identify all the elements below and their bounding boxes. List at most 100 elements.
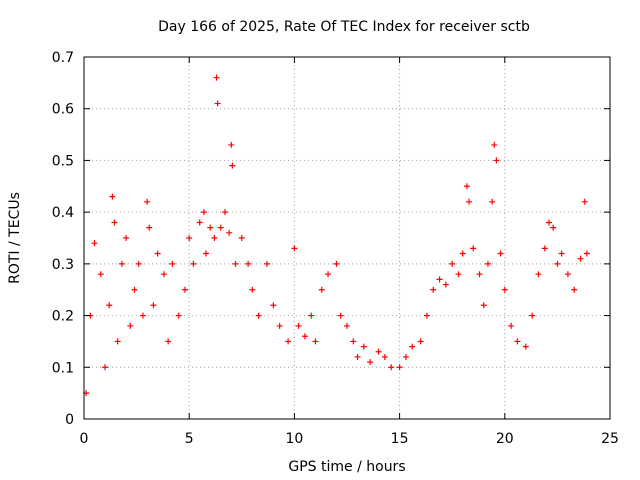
data-point bbox=[493, 157, 500, 164]
data-point bbox=[476, 271, 483, 278]
data-point bbox=[228, 141, 235, 148]
data-point bbox=[213, 74, 220, 81]
data-point bbox=[344, 322, 350, 329]
data-point bbox=[535, 271, 542, 278]
data-point bbox=[135, 260, 142, 267]
data-point bbox=[200, 209, 207, 216]
data-point bbox=[264, 260, 271, 267]
data-point bbox=[131, 286, 138, 293]
data-point bbox=[144, 198, 151, 205]
y-tick-label: 0 bbox=[65, 412, 74, 428]
data-point bbox=[221, 209, 228, 216]
data-point bbox=[139, 312, 146, 319]
data-point bbox=[333, 260, 340, 267]
data-point bbox=[127, 322, 134, 329]
data-point bbox=[350, 338, 357, 345]
data-point bbox=[165, 338, 172, 345]
data-point bbox=[160, 271, 167, 278]
data-point bbox=[409, 343, 416, 350]
data-point bbox=[102, 364, 109, 371]
data-point bbox=[442, 281, 449, 288]
data-point bbox=[325, 271, 332, 278]
data-point bbox=[423, 312, 430, 319]
data-point bbox=[114, 338, 121, 345]
data-point bbox=[529, 312, 536, 319]
data-point bbox=[449, 260, 456, 267]
data-point bbox=[111, 219, 118, 226]
data-point bbox=[291, 245, 298, 252]
data-point bbox=[238, 235, 245, 241]
data-point bbox=[491, 141, 498, 148]
x-tick-label: 5 bbox=[185, 431, 194, 447]
data-point bbox=[270, 302, 277, 309]
data-point bbox=[255, 312, 262, 319]
data-point bbox=[354, 353, 361, 360]
data-point bbox=[388, 364, 395, 371]
data-point bbox=[285, 338, 292, 345]
data-point bbox=[91, 240, 98, 247]
data-point bbox=[118, 260, 125, 267]
data-point bbox=[295, 322, 302, 329]
data-point bbox=[150, 302, 157, 309]
data-point bbox=[181, 286, 188, 293]
data-point bbox=[417, 338, 424, 345]
data-point bbox=[455, 271, 462, 278]
data-point bbox=[577, 255, 584, 262]
y-tick-label: 0.3 bbox=[52, 257, 74, 273]
data-point bbox=[301, 333, 308, 340]
x-tick-label: 25 bbox=[601, 431, 619, 447]
data-point bbox=[497, 250, 504, 257]
data-point bbox=[190, 260, 197, 267]
data-point bbox=[214, 100, 221, 107]
data-point bbox=[463, 183, 470, 190]
data-points bbox=[83, 74, 590, 397]
data-point bbox=[375, 348, 382, 355]
data-point bbox=[470, 245, 477, 252]
data-point bbox=[550, 224, 557, 231]
data-point bbox=[203, 250, 210, 257]
data-point bbox=[583, 250, 590, 257]
x-tick-label: 0 bbox=[80, 431, 89, 447]
data-point bbox=[97, 271, 104, 278]
data-point bbox=[489, 198, 496, 205]
data-point bbox=[186, 235, 193, 241]
data-point bbox=[360, 343, 367, 350]
data-point bbox=[484, 260, 491, 267]
data-point bbox=[211, 235, 218, 241]
data-point bbox=[545, 219, 552, 226]
data-point bbox=[571, 286, 578, 293]
plot-frame bbox=[83, 56, 611, 420]
data-point bbox=[508, 322, 515, 329]
data-point bbox=[564, 271, 571, 278]
data-point bbox=[154, 250, 161, 257]
data-point bbox=[541, 245, 548, 252]
data-point bbox=[217, 224, 224, 231]
data-point bbox=[318, 286, 325, 293]
y-tick-label: 0.2 bbox=[52, 309, 74, 325]
data-point bbox=[109, 193, 116, 200]
data-point bbox=[175, 312, 182, 319]
data-point bbox=[581, 198, 588, 205]
data-point bbox=[232, 260, 239, 267]
data-point bbox=[226, 229, 233, 236]
data-point bbox=[402, 353, 409, 360]
data-point bbox=[558, 250, 565, 257]
data-point bbox=[396, 364, 403, 371]
data-point bbox=[146, 224, 153, 231]
data-point bbox=[459, 250, 466, 257]
x-tick-label: 20 bbox=[496, 431, 514, 447]
grid bbox=[84, 57, 610, 419]
data-point bbox=[381, 353, 388, 360]
data-point bbox=[245, 260, 252, 267]
x-tick-label: 15 bbox=[391, 431, 409, 447]
data-point bbox=[249, 286, 256, 293]
y-tick-label: 0.5 bbox=[52, 153, 74, 169]
data-point bbox=[501, 286, 508, 293]
data-point bbox=[466, 198, 473, 205]
x-tick-label: 10 bbox=[285, 431, 303, 447]
y-tick-label: 0.6 bbox=[52, 102, 74, 118]
x-axis-label: GPS time / hours bbox=[288, 459, 405, 475]
data-point bbox=[480, 302, 487, 309]
data-point bbox=[522, 343, 529, 350]
